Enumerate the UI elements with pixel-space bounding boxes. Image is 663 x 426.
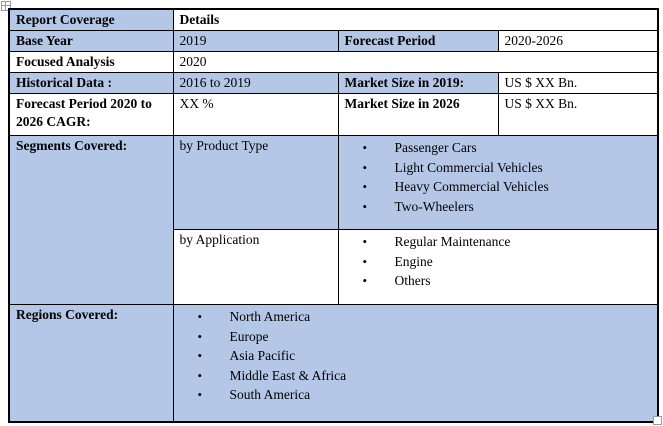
list-item: • Others — [345, 271, 652, 291]
cagr-value-cell: XX % — [172, 93, 339, 136]
forecast-period-value-cell: 2020-2026 — [497, 30, 659, 52]
details-header-cell: Details — [172, 8, 659, 31]
list-item: • Middle East & Africa — [180, 366, 652, 386]
list-item: • Heavy Commercial Vehicles — [345, 177, 652, 197]
segments-covered-label-cell: Segments Covered: — [8, 135, 174, 305]
table-row: Historical Data : 2016 to 2019 Market Si… — [8, 72, 659, 94]
table-row: Forecast Period 2020 to 2026 CAGR: XX % … — [8, 93, 659, 136]
bullet-icon: • — [197, 309, 203, 324]
product-type-list: • Passenger Cars • Light Commercial Vehicle… — [345, 137, 652, 216]
list-item: • Europe — [180, 327, 652, 347]
bullet-label: Regular Maintenance — [394, 234, 511, 249]
bullet-label: Passenger Cars — [394, 140, 477, 155]
bullet-icon: • — [362, 234, 368, 249]
bullet-icon: • — [197, 387, 203, 402]
bullet-label: Engine — [394, 253, 433, 269]
bullet-icon: • — [362, 140, 368, 155]
bullet-icon: • — [362, 179, 368, 194]
bullet-icon: • — [362, 273, 368, 288]
bullet-icon: • — [197, 328, 203, 344]
bullet-label: South America — [229, 387, 311, 402]
bullet-label: Middle East & Africa — [229, 367, 347, 383]
base-year-label-cell: Base Year — [8, 30, 174, 52]
list-item: • Light Commercial Vehicles — [345, 158, 652, 178]
list-item: • Passenger Cars — [345, 138, 652, 158]
table-row: Base Year 2019 Forecast Period 2020-2026 — [8, 30, 659, 52]
bullet-icon: • — [197, 367, 203, 383]
report-coverage-header-cell: Report Coverage — [8, 8, 174, 31]
market-size-2019-value-cell: US $ XX Bn. — [497, 72, 659, 94]
table-resize-handle[interactable] — [653, 416, 662, 425]
bullet-label: North America — [229, 309, 311, 324]
bullet-label: Two-Wheelers — [394, 198, 474, 214]
bullet-icon: • — [362, 198, 368, 214]
table-row: by Application • Regular Maintenance • Engi… — [9, 229, 659, 305]
bullet-label: Asia Pacific — [229, 348, 296, 363]
list-item: • Regular Maintenance — [345, 232, 652, 252]
list-item: • Asia Pacific — [180, 346, 652, 366]
market-size-2026-label-cell: Market Size in 2026 — [337, 93, 499, 136]
historical-data-label-cell: Historical Data : — [8, 72, 174, 94]
product-type-list-cell: • Passenger Cars • Light Commercial Vehicle… — [337, 135, 659, 230]
bullet-icon: • — [362, 253, 368, 269]
table-row: Segments Covered: by Product Type • Passe… — [8, 135, 659, 305]
market-size-2019-label-cell: Market Size in 2019: — [337, 72, 499, 94]
bullet-icon: • — [362, 159, 368, 175]
list-item: • Two-Wheelers — [345, 197, 652, 217]
list-item: • Engine — [345, 252, 652, 272]
focused-analysis-value-cell: 2020 — [172, 51, 659, 73]
list-item: • South America — [180, 385, 652, 405]
cagr-label-cell: Forecast Period 2020 to 2026 CAGR: — [8, 93, 174, 136]
report-coverage-table: Report Coverage Details Base Year 2019 F… — [8, 8, 659, 423]
regions-covered-label-cell: Regions Covered: — [8, 304, 174, 422]
by-application-cell: by Application — [172, 229, 339, 305]
historical-data-value-cell: 2016 to 2019 — [172, 72, 339, 94]
forecast-period-label-cell: Forecast Period — [337, 30, 499, 52]
market-size-2026-value-cell: US $ XX Bn. — [497, 93, 659, 136]
table-row: Focused Analysis 2020 — [8, 51, 659, 73]
base-year-value-cell: 2019 — [172, 30, 339, 52]
focused-analysis-label-cell: Focused Analysis — [8, 51, 174, 73]
application-list-cell: • Regular Maintenance • Engine • Others — [337, 229, 659, 305]
bullet-label: Europe — [229, 328, 269, 344]
regions-list-cell: • North America • Europe • Asia Pacific • Middl… — [172, 304, 659, 422]
table-move-handle-icon[interactable] — [1, 1, 11, 11]
table-row: Report Coverage Details — [8, 8, 659, 31]
application-list: • Regular Maintenance • Engine • Others — [345, 231, 652, 291]
table-row: Regions Covered: • North America • Europe • A… — [8, 304, 659, 422]
by-product-type-cell: by Product Type — [172, 135, 339, 230]
bullet-icon: • — [197, 348, 203, 363]
list-item: • North America — [180, 307, 652, 327]
regions-list: • North America • Europe • Asia Pacific • Middl… — [180, 306, 652, 405]
bullet-label: Light Commercial Vehicles — [394, 159, 543, 175]
bullet-label: Others — [394, 273, 431, 288]
bullet-label: Heavy Commercial Vehicles — [394, 179, 549, 194]
